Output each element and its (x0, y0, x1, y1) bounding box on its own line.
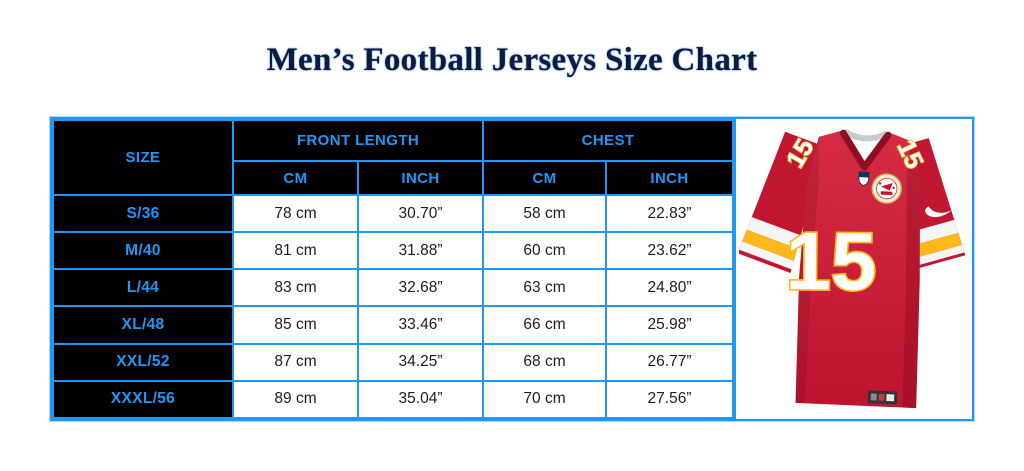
size-label: XL/48 (52, 305, 234, 345)
col-header-front-cm: CM (232, 160, 359, 196)
chest-inch-value: 24.80” (605, 268, 735, 308)
chest-inch-value: 23.62” (605, 231, 735, 271)
col-header-chest-cm: CM (482, 160, 608, 196)
chest-cm-value: 60 cm (482, 231, 608, 271)
jersey-illustration: 15 15 15 (739, 128, 966, 409)
front-length-inch-value: 30.70” (356, 193, 485, 234)
col-header-front-inch: INCH (356, 160, 485, 196)
chest-cm-value: 66 cm (482, 305, 608, 345)
sleeve-stripes (739, 214, 810, 272)
col-group-chest: CHEST (482, 119, 735, 162)
header-units-row: CM INCH CM INCH (53, 160, 735, 196)
jock-tag (867, 390, 898, 405)
front-length-inch-value: 32.68” (356, 268, 485, 308)
body-shade-right (902, 140, 921, 409)
table-row: M/40 81 cm 31.88” 60 cm 23.62” (52, 231, 735, 271)
table-row: XXL/52 87 cm 34.25” 68 cm 26.77” (52, 342, 735, 382)
jersey-left-sleeve (739, 131, 826, 274)
body-shade-left (795, 136, 819, 404)
page-title: Men’s Football Jerseys Size Chart (266, 42, 758, 78)
size-label: XXXL/56 (52, 379, 234, 420)
col-group-front-length: FRONT LENGTH (231, 119, 485, 162)
collar-trim (839, 129, 892, 171)
team-patch-icon (871, 173, 903, 204)
header-group-row: SIZE FRONT LENGTH CHEST (52, 119, 735, 196)
front-length-inch-value: 33.46” (356, 305, 485, 345)
front-length-inch-value: 31.88” (356, 231, 485, 271)
nike-swoosh-icon (925, 206, 952, 218)
chest-inch-value: 27.56” (605, 379, 735, 420)
table-row: XL/48 85 cm 33.46” 66 cm 25.98” (52, 305, 735, 345)
table-row: XXXL/56 89 cm 35.04” 70 cm 27.56” (52, 379, 735, 420)
chest-inch-value: 25.98” (605, 305, 735, 345)
front-length-inch-value: 35.04” (356, 379, 485, 420)
chest-cm-value: 68 cm (482, 342, 608, 382)
chest-cm-value: 58 cm (482, 193, 608, 234)
chest-number: 15 (785, 216, 877, 308)
table-row: S/36 78 cm 30.70” 58 cm 22.83” (52, 193, 735, 234)
chest-inch-value: 22.83” (605, 193, 735, 234)
col-header-size: SIZE (52, 119, 234, 196)
size-chart-table: SIZE FRONT LENGTH CHEST CM INCH CM INCH … (52, 119, 735, 420)
size-label: M/40 (52, 231, 234, 271)
table-row: L/44 83 cm 32.68” 63 cm 24.80” (52, 268, 735, 308)
front-length-inch-value: 34.25” (356, 342, 485, 382)
chest-cm-value: 63 cm (482, 268, 608, 308)
front-length-cm-value: 89 cm (232, 379, 359, 420)
front-length-cm-value: 81 cm (232, 231, 359, 271)
chest-cm-value: 70 cm (482, 379, 608, 420)
jersey-photo: 15 15 15 (734, 119, 972, 419)
size-label: S/36 (52, 193, 234, 234)
chest-inch-value: 26.77” (605, 342, 735, 382)
nfl-shield-icon (858, 171, 870, 187)
front-length-cm-value: 85 cm (232, 305, 359, 345)
front-length-cm-value: 78 cm (232, 193, 359, 234)
collar-inner (842, 128, 889, 142)
col-header-chest-inch: INCH (605, 160, 735, 196)
front-length-cm-value: 83 cm (232, 268, 359, 308)
size-label: L/44 (52, 268, 234, 308)
size-label: XXL/52 (52, 342, 234, 382)
front-length-cm-value: 87 cm (232, 342, 359, 382)
size-chart-panel: SIZE FRONT LENGTH CHEST CM INCH CM INCH … (50, 117, 974, 421)
